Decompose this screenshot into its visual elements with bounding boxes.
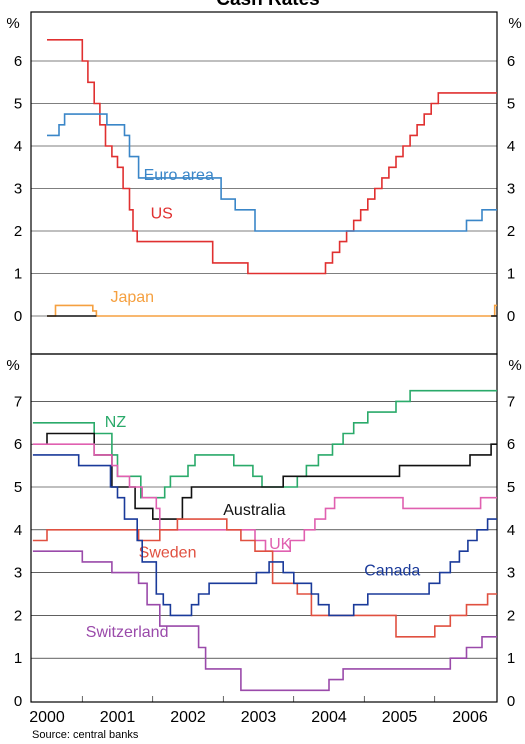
- bottom-ytick-right: 3: [507, 565, 515, 582]
- top-unit-left: %: [6, 15, 19, 32]
- xtick-label: 2002: [170, 709, 206, 726]
- top-ytick-left: 0: [14, 308, 22, 325]
- bottom-ytick-left: 5: [14, 479, 22, 496]
- bottom-panel: 0 0 1 1 2 2 3 3 4 4 5 5 6 6 7 7% % NZ Australia UK Sweden Can…: [6, 353, 522, 726]
- series-line-switzerland: [32, 550, 497, 692]
- series-line-us: [47, 39, 497, 275]
- bottom-ytick-right: 1: [507, 650, 515, 667]
- top-ytick-left: 6: [14, 53, 22, 70]
- bottom-ytick-left: 4: [14, 522, 22, 539]
- top-ytick-left: 2: [14, 223, 22, 240]
- bottom-panel-frame: [30, 353, 498, 703]
- top-ytick-right: 4: [507, 138, 515, 155]
- series-line-nz: [32, 389, 497, 499]
- xtick-label: 2006: [452, 709, 488, 726]
- bottom-unit-left: %: [6, 357, 19, 374]
- xtick-label: 2003: [241, 709, 277, 726]
- series-label-switzerland: Switzerland: [86, 624, 169, 641]
- series-line-sweden: [32, 518, 497, 638]
- bottom-ytick-left: 3: [14, 565, 22, 582]
- bottom-ytick-right: 4: [507, 522, 515, 539]
- top-ytick-left: 3: [14, 181, 22, 198]
- top-ytick-left: 4: [14, 138, 22, 155]
- top-panel-frame: [30, 11, 498, 355]
- bottom-ytick-right: 0: [507, 693, 515, 710]
- bottom-ytick-right: 7: [507, 393, 515, 410]
- source-note: Source: central banks: [32, 729, 139, 741]
- top-ytick-right: 5: [507, 96, 515, 113]
- series-line-euro-area: [47, 113, 497, 232]
- series-label-uk: UK: [269, 536, 292, 553]
- bottom-unit-right: %: [508, 357, 521, 374]
- bottom-ytick-left: 6: [14, 436, 22, 453]
- bottom-ytick-left: 7: [14, 393, 22, 410]
- series-label-canada: Canada: [364, 563, 420, 580]
- top-panel: 0 0 1 1 2 2 3 3 4 4 5 5 6 6% % US Euro area Japan: [6, 11, 522, 355]
- top-ytick-left: 1: [14, 266, 22, 283]
- series-label-us: US: [151, 205, 173, 222]
- top-unit-right: %: [508, 15, 521, 32]
- bottom-ytick-left: 0: [14, 693, 22, 710]
- series-label-sweden: Sweden: [139, 545, 197, 562]
- bottom-ytick-left: 1: [14, 650, 22, 667]
- series-line-canada: [32, 454, 497, 617]
- series-label-australia: Australia: [223, 502, 285, 519]
- top-ytick-right: 6: [507, 53, 515, 70]
- bottom-ytick-right: 5: [507, 479, 515, 496]
- series-label-nz: NZ: [105, 414, 127, 431]
- series-label-japan: Japan: [110, 289, 154, 306]
- bottom-ytick-right: 6: [507, 436, 515, 453]
- top-ytick-right: 0: [507, 308, 515, 325]
- series-line-japan: [47, 304, 497, 317]
- bottom-ytick-left: 2: [14, 607, 22, 624]
- xtick-label: 2004: [311, 709, 347, 726]
- xtick-label: 2001: [100, 709, 136, 726]
- series-label-euro-area: Euro area: [144, 167, 214, 184]
- xtick-label: 2005: [382, 709, 418, 726]
- top-ytick-right: 2: [507, 223, 515, 240]
- bottom-ytick-right: 2: [507, 607, 515, 624]
- top-ytick-left: 5: [14, 96, 22, 113]
- chart-title: Cash Rates: [216, 0, 320, 10]
- xtick-label: 2000: [29, 709, 65, 726]
- top-ytick-right: 3: [507, 181, 515, 198]
- top-ytick-right: 1: [507, 266, 515, 283]
